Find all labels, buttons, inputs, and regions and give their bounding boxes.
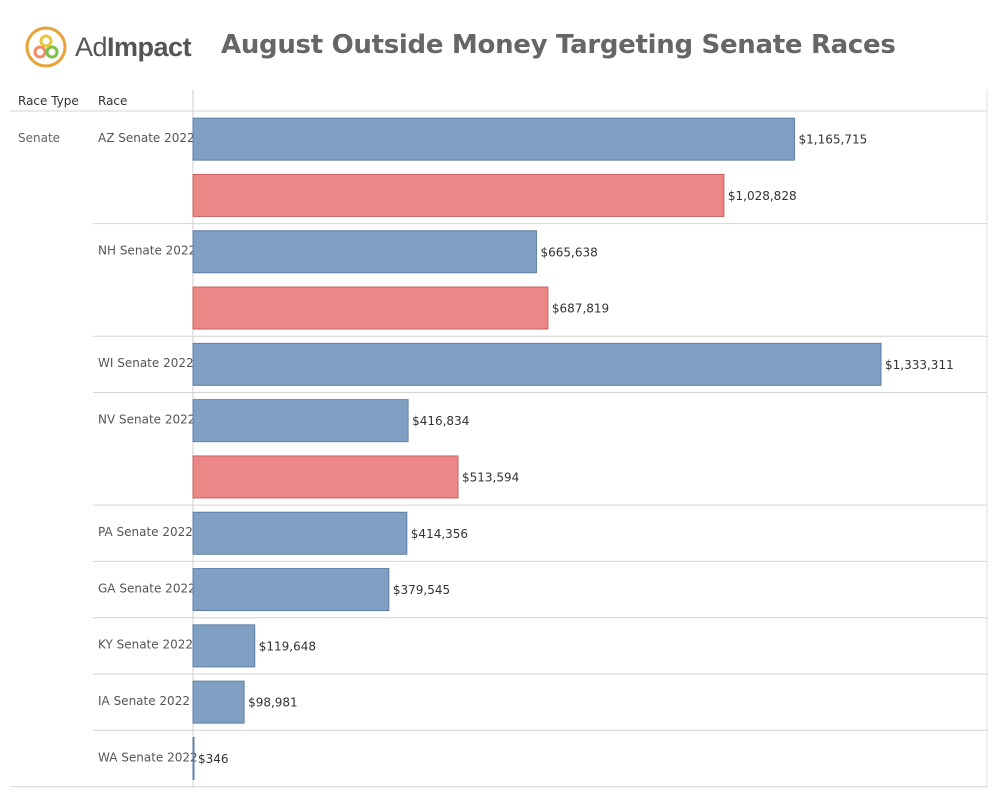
race-label: NV Senate 2022 bbox=[98, 413, 195, 427]
bar-blue bbox=[192, 342, 882, 386]
header-race-type: Race Type bbox=[18, 94, 79, 108]
logo-mark-icon bbox=[25, 26, 67, 68]
race-label: IA Senate 2022 bbox=[98, 694, 190, 708]
adimpact-logo: AdImpact bbox=[25, 25, 205, 71]
data-label: $414,356 bbox=[411, 527, 468, 541]
race-label: KY Senate 2022 bbox=[98, 638, 193, 652]
chart-title: August Outside Money Targeting Senate Ra… bbox=[221, 30, 896, 60]
race-label: AZ Senate 2022 bbox=[98, 131, 195, 145]
bar-blue bbox=[192, 736, 195, 780]
data-label: $346 bbox=[198, 752, 229, 766]
bar-blue bbox=[192, 399, 409, 443]
data-label: $416,834 bbox=[412, 414, 469, 428]
bar-blue bbox=[192, 511, 408, 555]
data-label: $687,819 bbox=[552, 302, 609, 316]
race-label: GA Senate 2022 bbox=[98, 581, 196, 595]
data-label: $1,028,828 bbox=[728, 189, 797, 203]
logo-wordmark: AdImpact bbox=[75, 32, 192, 62]
bar-red bbox=[192, 173, 725, 217]
race-label: PA Senate 2022 bbox=[98, 525, 193, 539]
bar-red bbox=[192, 286, 549, 330]
data-label: $379,545 bbox=[393, 583, 450, 597]
data-label: $1,165,715 bbox=[799, 133, 868, 147]
data-label: $1,333,311 bbox=[885, 358, 954, 372]
race-label: WI Senate 2022 bbox=[98, 356, 194, 370]
race-label: NH Senate 2022 bbox=[98, 244, 196, 258]
bar-blue bbox=[192, 568, 390, 612]
race-type-label: Senate bbox=[18, 131, 60, 145]
bar-red bbox=[192, 455, 459, 499]
header-race: Race bbox=[98, 94, 128, 108]
data-label: $665,638 bbox=[540, 245, 597, 259]
bar-blue bbox=[192, 624, 256, 668]
bar-blue bbox=[192, 680, 245, 724]
race-label: WA Senate 2022 bbox=[98, 750, 198, 764]
bar-blue bbox=[192, 230, 537, 274]
data-label: $513,594 bbox=[462, 470, 519, 484]
bar-blue bbox=[192, 117, 796, 161]
data-label: $98,981 bbox=[248, 696, 298, 710]
data-label: $119,648 bbox=[259, 639, 316, 653]
